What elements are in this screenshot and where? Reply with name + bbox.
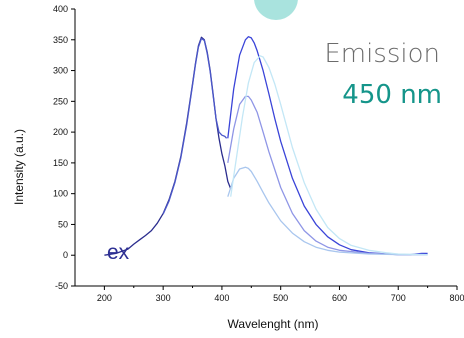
emission-annotation: Emission <box>324 39 440 69</box>
series-layer <box>104 36 428 256</box>
y-tick-label: 50 <box>58 219 68 229</box>
x-tick-label: 800 <box>449 293 464 303</box>
emission-series-4 <box>227 95 428 256</box>
emission-series-6 <box>230 55 428 256</box>
decorative-bubble <box>254 0 298 20</box>
y-tick-label: 100 <box>53 189 68 199</box>
x-tick-label: 500 <box>273 293 288 303</box>
emission-series-5 <box>227 166 428 256</box>
y-tick-label: 200 <box>53 127 68 137</box>
x-tick-label: 400 <box>214 293 229 303</box>
emission-series-3 <box>227 36 428 256</box>
excitation-series-1 <box>104 36 232 256</box>
y-tick-label: 350 <box>53 35 68 45</box>
y-tick-label: 400 <box>53 4 68 14</box>
y-tick-label: 300 <box>53 66 68 76</box>
y-tick-label: 0 <box>63 250 68 260</box>
axes-layer: 200 300 400 500 600 700 800 -50 0 50 100 150 200 250 3… <box>53 4 464 303</box>
x-axis-title: Wavelenght (nm) <box>228 317 319 331</box>
excitation-series-2 <box>162 37 228 215</box>
y-tick-label: 250 <box>53 96 68 106</box>
excitation-annotation: ex <box>107 241 130 264</box>
y-axis-title: Intensity (a.u.) <box>12 129 26 205</box>
y-tick-label: -50 <box>55 281 68 291</box>
emission-wavelength-annotation: 450 nm <box>342 80 442 110</box>
x-tick-label: 600 <box>332 293 347 303</box>
x-tick-label: 200 <box>97 293 112 303</box>
y-tick-label: 150 <box>53 158 68 168</box>
x-tick-label: 300 <box>156 293 171 303</box>
x-tick-label: 700 <box>391 293 406 303</box>
